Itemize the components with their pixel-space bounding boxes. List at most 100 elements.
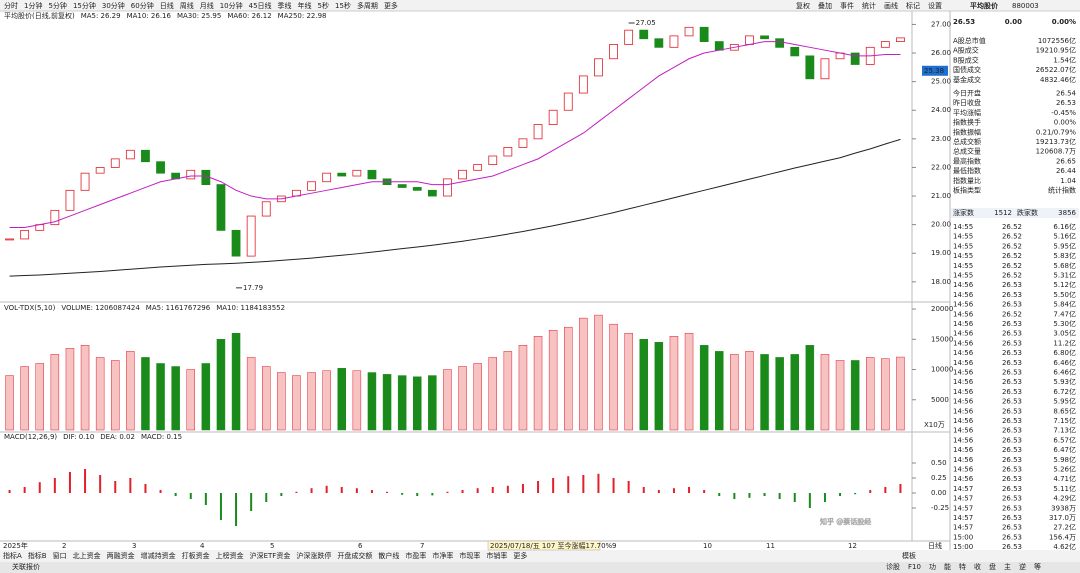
toolbar-item[interactable]: 15秒 — [335, 1, 351, 10]
trade-time: 14:55 — [953, 223, 973, 231]
trade-price: 26.53 — [1002, 291, 1022, 299]
candle — [80, 172, 90, 191]
trade-volume: 3.05亿 — [1053, 329, 1076, 338]
toolbar-item[interactable]: 更多 — [384, 1, 398, 10]
tab[interactable]: 两融资金 — [107, 551, 135, 560]
toolbar-item[interactable]: 日线 — [160, 1, 174, 10]
candle — [775, 38, 785, 48]
toolbar-item[interactable]: 多周期 — [357, 1, 378, 10]
status-item[interactable]: 功 — [929, 562, 936, 571]
low-label: 17.79 — [243, 284, 263, 292]
status-item[interactable]: 主 — [1004, 562, 1011, 571]
tab[interactable]: 开盘成交额 — [337, 551, 372, 560]
trade-volume: 6.46亿 — [1053, 368, 1076, 377]
breadth-text: 跌家数 — [1017, 208, 1038, 217]
toolbar-item[interactable]: 1分钟 — [24, 1, 42, 10]
volume-bar — [548, 329, 558, 431]
toolbar-item[interactable]: 设置 — [928, 1, 942, 10]
legend: VOL-TDX(5,10) — [4, 304, 56, 312]
toolbar-item[interactable]: 10分钟 — [220, 1, 243, 10]
status-item[interactable]: 特 — [959, 562, 966, 571]
toolbar-item[interactable]: 复权 — [796, 1, 810, 10]
status-item[interactable]: 诊股 — [886, 562, 900, 571]
trade-price: 26.53 — [1002, 359, 1022, 367]
trade-price: 26.52 — [1002, 272, 1022, 280]
volume-bar — [503, 351, 513, 431]
tab[interactable]: 窗口 — [53, 551, 67, 560]
candle — [186, 169, 196, 180]
tab[interactable]: 市现率 — [459, 551, 480, 560]
legend: 平均股价(日线,前复权) — [4, 11, 75, 20]
trade-time: 14:56 — [953, 398, 974, 406]
status-item[interactable]: 等 — [1034, 562, 1041, 571]
tab[interactable]: 北上资金 — [73, 551, 101, 560]
x-label: 2025年 — [3, 541, 28, 550]
macd-text: DEA: 0.02 — [100, 433, 135, 441]
tab[interactable]: 更多 — [513, 551, 527, 560]
x-label: 2 — [62, 542, 66, 550]
trade-time: 14:56 — [953, 407, 974, 415]
volume-bar — [216, 339, 226, 431]
toolbar-item[interactable]: 5分钟 — [48, 1, 66, 10]
tab[interactable]: 指标B — [28, 551, 47, 560]
tab[interactable]: 打板资金 — [182, 551, 210, 560]
toolbar-item[interactable]: 15分钟 — [73, 1, 96, 10]
volume-bar — [352, 370, 362, 431]
tab[interactable]: 上榜资金 — [216, 551, 244, 560]
x-label: 6 — [358, 542, 363, 550]
x-label: 4 — [200, 542, 205, 550]
tab[interactable]: 市盈率 — [405, 551, 426, 560]
y-tick-label: 5000 — [931, 396, 949, 404]
toolbar-item[interactable]: 45日线 — [249, 1, 272, 10]
toolbar-item[interactable]: 年线 — [298, 1, 312, 10]
toolbar-item[interactable]: 叠加 — [818, 1, 832, 10]
tab[interactable]: 市净率 — [432, 551, 453, 560]
toolbar-item[interactable]: 画线 — [884, 1, 898, 10]
toolbar-item[interactable]: 周线 — [180, 1, 194, 10]
tab[interactable]: 市销率 — [486, 551, 507, 560]
quote-label: 最高指数 — [953, 156, 981, 165]
status-item[interactable]: 能 — [944, 562, 951, 571]
toolbar-item[interactable]: 标记 — [906, 1, 920, 10]
candle — [412, 187, 422, 191]
status-item[interactable]: F10 — [908, 563, 921, 571]
toolbar-item[interactable]: 30分钟 — [102, 1, 125, 10]
quote-name: 平均股价 — [970, 1, 999, 10]
toolbar-item[interactable]: 5秒 — [318, 1, 329, 10]
volume-bar — [65, 348, 75, 431]
volume-bar — [564, 326, 573, 431]
quote-label: 总成交量 — [953, 147, 981, 156]
tab[interactable]: 指标A — [3, 551, 22, 560]
trade-price: 26.53 — [1002, 301, 1022, 309]
toolbar-bg — [0, 0, 1080, 11]
trade-price: 26.53 — [1002, 398, 1022, 406]
trade-volume: 5.31亿 — [1053, 271, 1076, 280]
trade-price: 26.53 — [1002, 504, 1022, 512]
tab[interactable]: 沪深ETF资金 — [250, 551, 291, 560]
volume-bar — [533, 336, 543, 431]
tab[interactable]: 散户线 — [378, 551, 399, 560]
toolbar-item[interactable]: 统计 — [862, 1, 876, 10]
toolbar-item[interactable]: 分时 — [4, 1, 18, 10]
trade-time: 14:56 — [953, 446, 974, 454]
volume-bar — [473, 363, 482, 431]
toolbar-item[interactable]: 事件 — [840, 1, 854, 10]
tab[interactable]: 沪深涨跌停 — [296, 551, 331, 560]
trade-price: 26.53 — [1002, 475, 1022, 483]
trade-time: 14:55 — [953, 272, 973, 280]
status-item[interactable]: 盘 — [989, 562, 996, 571]
status-item[interactable]: 关联报价 — [12, 562, 40, 571]
tab[interactable]: 模板 — [902, 551, 916, 560]
toolbar-item[interactable]: 60分钟 — [131, 1, 154, 10]
trade-volume: 6.72亿 — [1053, 387, 1076, 396]
candle — [307, 181, 316, 191]
volume-bar — [35, 363, 44, 431]
status-item[interactable]: 收 — [974, 562, 981, 571]
candle — [896, 37, 905, 42]
toolbar-item[interactable]: 月线 — [200, 1, 214, 10]
toolbar-item[interactable]: 季线 — [278, 1, 292, 10]
trade-price: 26.53 — [1002, 281, 1022, 289]
status-item[interactable]: 逆 — [1019, 562, 1026, 571]
trade-volume: 5.30亿 — [1053, 319, 1076, 328]
tab[interactable]: 增减持资金 — [141, 551, 176, 560]
